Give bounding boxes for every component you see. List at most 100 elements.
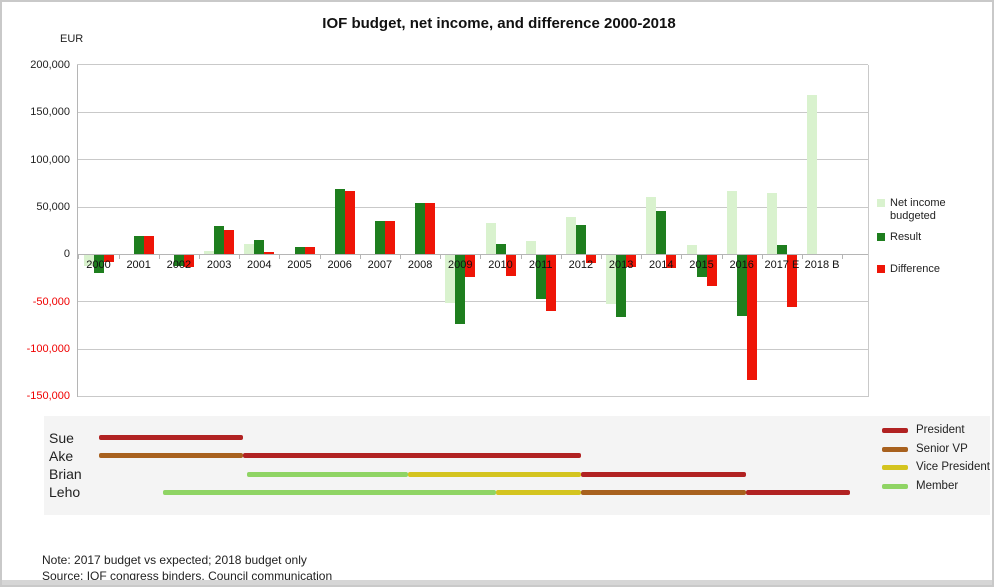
x-axis-label: 2015 xyxy=(689,259,714,271)
bar-net-income-budgeted-2018-b xyxy=(807,95,818,255)
bar-net-income-budgeted-2000 xyxy=(83,254,94,266)
role-legend-line-vice-president xyxy=(882,465,908,471)
bar-difference-2000 xyxy=(103,254,114,262)
x-axis-label: 2010 xyxy=(488,259,513,271)
bar-net-income-budgeted-2017-e xyxy=(766,192,777,255)
bar-result-2005 xyxy=(294,246,305,255)
x-axis-label: 2007 xyxy=(367,259,393,271)
x-axis-zero-line xyxy=(77,253,868,256)
axis-tick xyxy=(78,254,80,260)
person-name-sue: Sue xyxy=(49,429,74,446)
role-legend-line-president xyxy=(882,428,908,433)
chart-title: IOF budget, net income, and difference 2… xyxy=(322,15,676,32)
bar-difference-2017-e xyxy=(786,254,797,308)
x-axis-label: 2013 xyxy=(608,259,634,271)
bar-difference-2002 xyxy=(183,254,194,267)
person-name-leho: Leho xyxy=(49,484,81,501)
person-name-ake: Ake xyxy=(49,447,74,464)
bar-result-2004 xyxy=(254,240,265,255)
axis-tick xyxy=(440,254,442,260)
bar-net-income-budgeted-2016 xyxy=(726,190,737,255)
timeline-panel xyxy=(44,416,990,515)
bar-result-2014 xyxy=(656,210,667,255)
x-axis-label: 2011 xyxy=(528,259,553,271)
axis-tick xyxy=(520,254,522,260)
bar-result-2002 xyxy=(173,254,184,266)
bar-difference-2010 xyxy=(505,254,516,277)
bar-difference-2003 xyxy=(224,229,235,255)
role-legend-line-member xyxy=(882,484,908,490)
bar-net-income-budgeted-2011 xyxy=(525,241,536,255)
bar-result-2006 xyxy=(334,189,345,255)
role-legend-label-senior-vp: Senior VP xyxy=(916,442,968,455)
timeline-segment-brian-vice-president xyxy=(408,471,581,477)
axis-tick xyxy=(761,254,763,260)
bar-result-2011 xyxy=(535,254,546,299)
axis-tick xyxy=(319,254,321,260)
axis-tick xyxy=(199,254,200,260)
gridline xyxy=(77,111,868,113)
role-legend-label-president: President xyxy=(916,424,965,436)
bar-net-income-budgeted-2013 xyxy=(606,254,617,304)
y-axis-unit-label: EUR xyxy=(60,33,84,45)
x-axis-label: 2014 xyxy=(649,259,674,271)
x-axis-label: 2017 E xyxy=(764,259,800,271)
legend-swatch-result xyxy=(877,233,885,241)
bar-result-2017-e xyxy=(776,244,787,255)
bar-difference-2007 xyxy=(384,221,395,255)
plot-right-border xyxy=(868,65,869,397)
axis-tick xyxy=(158,254,160,260)
bar-result-2012 xyxy=(575,225,586,255)
y-axis-tick-label: -150,000 xyxy=(26,390,70,403)
timeline-segment-leho-member xyxy=(162,489,497,495)
axis-tick xyxy=(681,254,683,260)
bar-difference-2004 xyxy=(264,251,275,255)
timeline-segment-leho-vice-president xyxy=(496,489,581,495)
bar-result-2016 xyxy=(736,254,747,316)
bar-difference-2001 xyxy=(143,236,154,255)
bar-net-income-budgeted-2009 xyxy=(445,254,456,303)
bar-difference-2015 xyxy=(706,254,717,286)
axis-tick xyxy=(842,254,844,260)
role-legend-label-member: Member xyxy=(916,480,959,493)
bar-net-income-budgeted-2004 xyxy=(244,243,255,255)
legend-label-difference: Difference xyxy=(890,263,940,275)
role-legend-label-vice-president: Vice President xyxy=(916,461,990,474)
y-axis-tick-label: -100,000 xyxy=(26,343,70,356)
y-axis-line xyxy=(77,65,78,397)
axis-tick xyxy=(239,254,241,260)
bar-net-income-budgeted-2014 xyxy=(646,196,657,255)
bar-result-2001 xyxy=(133,236,144,255)
x-axis-label: 2001 xyxy=(126,259,151,271)
x-axis-label: 2006 xyxy=(327,259,352,271)
timeline-segment-brian-member xyxy=(247,471,409,477)
person-name-brian: Brian xyxy=(49,466,82,483)
bar-result-2007 xyxy=(374,221,385,255)
bar-result-2003 xyxy=(214,225,225,255)
bar-net-income-budgeted-2010 xyxy=(485,223,496,255)
bar-result-2013 xyxy=(616,254,627,317)
axis-tick xyxy=(279,254,281,260)
x-axis-label: 2008 xyxy=(407,259,433,271)
axis-tick xyxy=(641,254,643,260)
x-axis-label: 2004 xyxy=(247,259,272,271)
x-axis-label: 2003 xyxy=(206,259,232,271)
gridline xyxy=(77,348,868,350)
axis-tick xyxy=(359,254,361,260)
bar-difference-2012 xyxy=(585,254,596,263)
legend-label-net-income-budgeted: Net income budgeted xyxy=(890,197,946,222)
source-text: Source: IOF congress binders, Council co… xyxy=(42,569,333,583)
axis-tick xyxy=(400,254,401,260)
axis-tick xyxy=(480,254,482,260)
x-axis-label: 2002 xyxy=(166,259,192,271)
axis-tick xyxy=(601,254,602,260)
bar-difference-2008 xyxy=(425,203,436,255)
y-axis-tick-label: 200,000 xyxy=(30,58,70,71)
bar-difference-2013 xyxy=(626,254,637,267)
y-axis-tick-label: 50,000 xyxy=(36,201,70,214)
gridline xyxy=(77,206,868,208)
bar-net-income-budgeted-2003 xyxy=(204,250,215,255)
